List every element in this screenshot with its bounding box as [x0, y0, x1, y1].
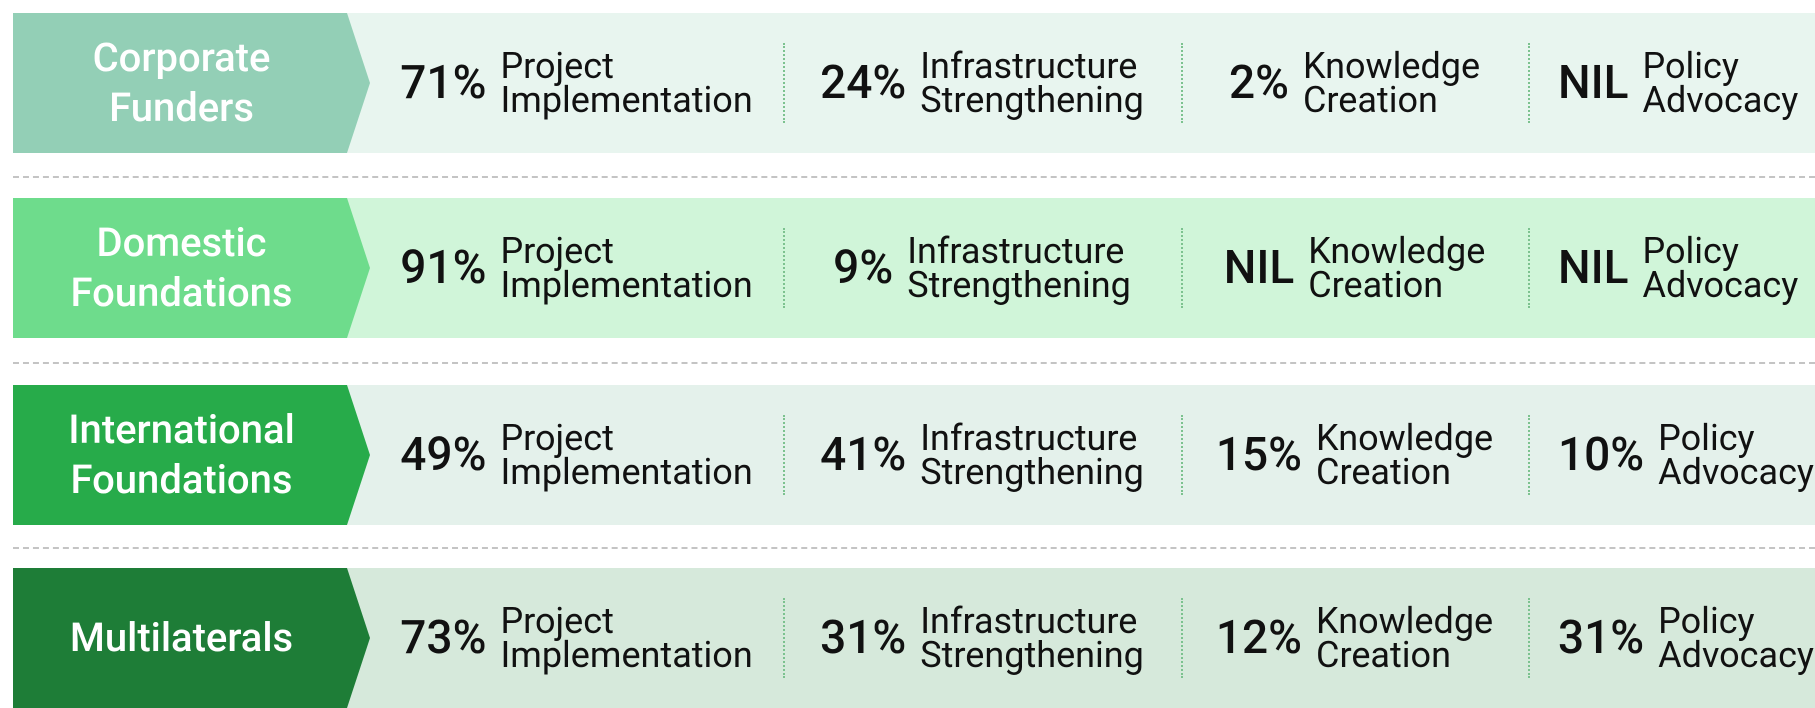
- divider: [1528, 43, 1530, 123]
- category: Policy Advocacy: [1658, 600, 1814, 676]
- percentage: 15%: [1215, 428, 1303, 482]
- row: Multilaterals 73% Project Implementation 31…: [13, 568, 1815, 708]
- cell: 31% Policy Advocacy: [1528, 568, 1815, 708]
- percentage: 24%: [820, 56, 907, 110]
- divider: [1528, 598, 1530, 678]
- cell: NIL Knowledge Creation: [1181, 198, 1528, 338]
- category: Infrastructure Strengthening: [920, 600, 1144, 676]
- cell: 91% Project Implementation: [370, 198, 783, 338]
- row-label: Domestic Foundations: [70, 219, 293, 316]
- cell: 9% Infrastructure Strengthening: [783, 198, 1181, 338]
- percentage: 49%: [400, 428, 487, 482]
- percentage: 31%: [820, 611, 907, 665]
- category: Project Implementation: [500, 230, 753, 306]
- row: Corporate Funders 71% Project Implementati…: [13, 13, 1815, 153]
- cell: NIL Policy Advocacy: [1528, 13, 1815, 153]
- divider: [783, 598, 785, 678]
- category: Project Implementation: [500, 45, 753, 121]
- row-label-arrow: Corporate Funders: [13, 13, 370, 153]
- category: Policy Advocacy: [1642, 45, 1799, 121]
- percentage: NIL: [1558, 56, 1629, 110]
- percentage: NIL: [1223, 241, 1295, 295]
- category: Infrastructure Strengthening: [920, 417, 1144, 493]
- cell: 15% Knowledge Creation: [1181, 385, 1528, 525]
- category: Infrastructure Strengthening: [920, 45, 1144, 121]
- divider: [1181, 43, 1183, 123]
- percentage: 2%: [1228, 56, 1289, 110]
- category: Knowledge Creation: [1316, 417, 1494, 493]
- percentage: 71%: [400, 56, 487, 110]
- cell: 41% Infrastructure Strengthening: [783, 385, 1181, 525]
- divider: [783, 228, 785, 308]
- percentage: 9%: [833, 241, 894, 295]
- category: Policy Advocacy: [1658, 417, 1814, 493]
- row-label: Multilaterals: [69, 614, 294, 661]
- divider: [783, 415, 785, 495]
- row: Domestic Foundations 91% Project Implement…: [13, 198, 1815, 338]
- cell: 49% Project Implementation: [370, 385, 783, 525]
- percentage: 91%: [400, 241, 487, 295]
- separator: [13, 175, 1815, 178]
- separator: [13, 361, 1815, 364]
- percentage: 73%: [400, 611, 487, 665]
- divider: [783, 43, 785, 123]
- divider: [1528, 415, 1530, 495]
- cell: 12% Knowledge Creation: [1181, 568, 1528, 708]
- percentage: 31%: [1558, 611, 1645, 665]
- separator: [13, 546, 1815, 549]
- divider: [1181, 415, 1183, 495]
- cell: 2% Knowledge Creation: [1181, 13, 1528, 153]
- cell: 71% Project Implementation: [370, 13, 783, 153]
- category: Project Implementation: [500, 600, 753, 676]
- cell: NIL Policy Advocacy: [1528, 198, 1815, 338]
- row-label: Corporate Funders: [92, 34, 271, 131]
- row-label-arrow: Domestic Foundations: [13, 198, 370, 338]
- percentage: 10%: [1558, 428, 1645, 482]
- divider: [1528, 228, 1530, 308]
- divider: [1181, 228, 1183, 308]
- row: International Foundations 49% Project Impl…: [13, 385, 1815, 525]
- row-label-arrow: International Foundations: [13, 385, 370, 525]
- row-label: International Foundations: [68, 406, 295, 503]
- category: Infrastructure Strengthening: [907, 230, 1131, 306]
- cell: 31% Infrastructure Strengthening: [783, 568, 1181, 708]
- percentage: NIL: [1558, 241, 1629, 295]
- category: Knowledge Creation: [1308, 230, 1486, 306]
- category: Knowledge Creation: [1302, 45, 1481, 121]
- percentage: 41%: [820, 428, 907, 482]
- row-label-arrow: Multilaterals: [13, 568, 370, 708]
- category: Knowledge Creation: [1316, 600, 1494, 676]
- cell: 73% Project Implementation: [370, 568, 783, 708]
- category: Project Implementation: [500, 417, 753, 493]
- percentage: 12%: [1215, 611, 1303, 665]
- category: Policy Advocacy: [1642, 230, 1799, 306]
- cell: 24% Infrastructure Strengthening: [783, 13, 1181, 153]
- divider: [1181, 598, 1183, 678]
- cell: 10% Policy Advocacy: [1528, 385, 1815, 525]
